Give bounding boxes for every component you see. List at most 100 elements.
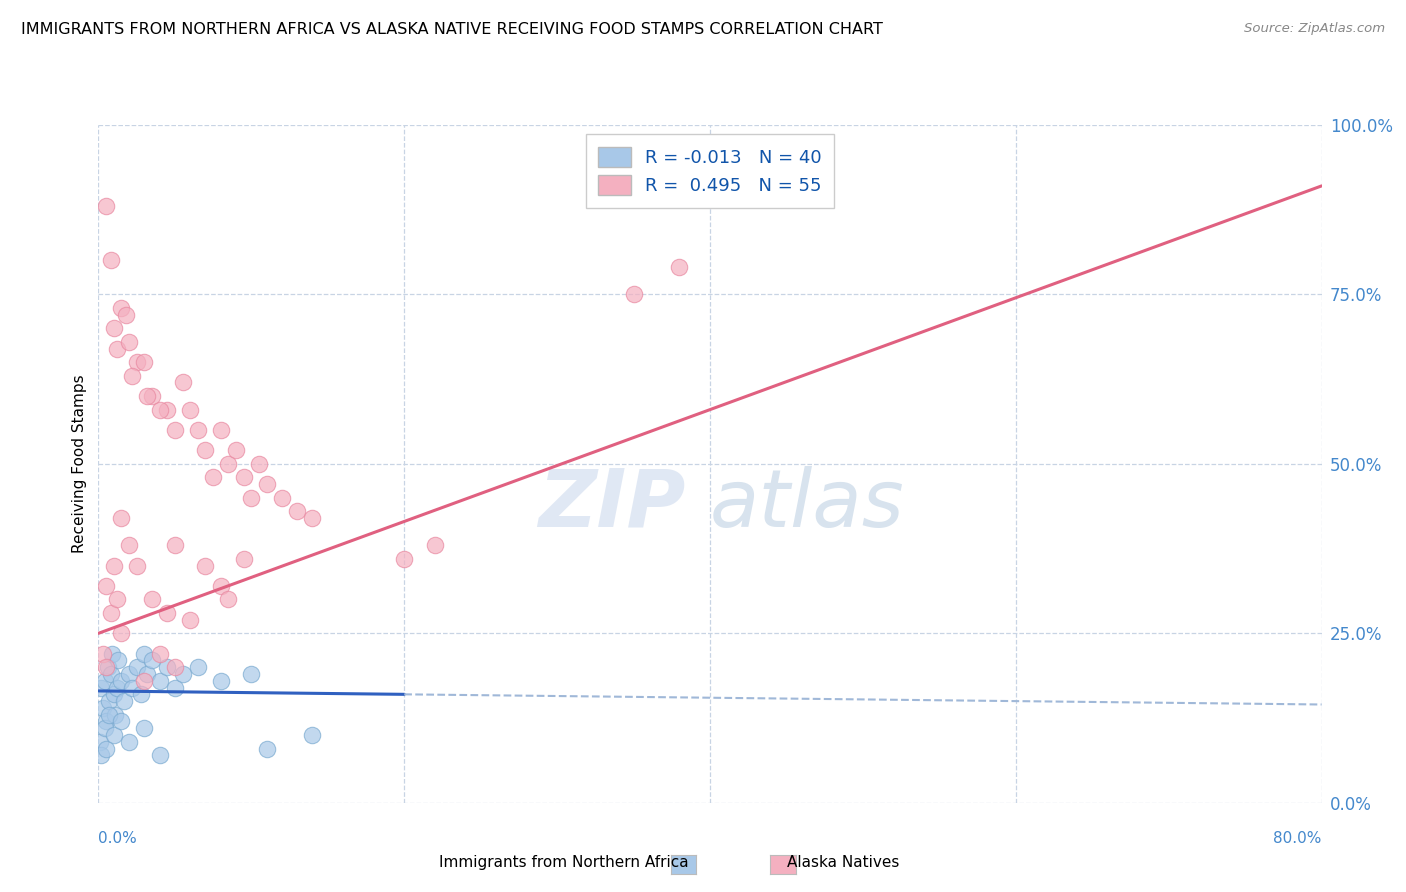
Point xyxy=(232,470,254,484)
Point xyxy=(179,402,201,417)
Point xyxy=(90,748,112,763)
Point xyxy=(240,667,263,681)
Point xyxy=(209,673,232,688)
Point xyxy=(194,558,217,573)
Point xyxy=(115,308,138,322)
Point xyxy=(125,660,148,674)
Point xyxy=(107,653,129,667)
Point xyxy=(105,342,128,356)
Point xyxy=(256,741,278,756)
Point xyxy=(668,260,690,275)
Point xyxy=(149,647,172,661)
Text: 0.0%: 0.0% xyxy=(98,831,138,846)
Point xyxy=(94,660,117,674)
Text: Source: ZipAtlas.com: Source: ZipAtlas.com xyxy=(1244,22,1385,36)
Point xyxy=(156,606,179,620)
Point xyxy=(118,667,141,681)
Text: Alaska Natives: Alaska Natives xyxy=(787,855,900,870)
Point xyxy=(256,477,278,491)
Point xyxy=(118,334,141,349)
Point xyxy=(103,687,125,701)
Point xyxy=(98,707,121,722)
Point xyxy=(156,660,179,674)
Point xyxy=(103,558,125,573)
Point xyxy=(247,457,270,471)
Text: IMMIGRANTS FROM NORTHERN AFRICA VS ALASKA NATIVE RECEIVING FOOD STAMPS CORRELATI: IMMIGRANTS FROM NORTHERN AFRICA VS ALASK… xyxy=(21,22,883,37)
Point xyxy=(149,673,172,688)
Point xyxy=(136,389,159,403)
Text: 80.0%: 80.0% xyxy=(1274,831,1322,846)
Point xyxy=(149,402,172,417)
Point xyxy=(187,423,209,437)
Point xyxy=(194,443,217,458)
Point xyxy=(90,681,112,695)
Point xyxy=(156,402,179,417)
Point xyxy=(163,423,186,437)
Point xyxy=(423,538,446,552)
Point xyxy=(94,714,117,729)
Legend: R = -0.013   N = 40, R =  0.495   N = 55: R = -0.013 N = 40, R = 0.495 N = 55 xyxy=(586,134,834,208)
Text: atlas: atlas xyxy=(710,466,905,543)
Point xyxy=(232,551,254,566)
Point xyxy=(89,735,111,749)
Point xyxy=(141,592,163,607)
Point xyxy=(91,647,114,661)
Point xyxy=(134,647,156,661)
Point xyxy=(125,355,148,369)
Point xyxy=(100,667,122,681)
Point xyxy=(134,355,156,369)
Point xyxy=(98,694,121,708)
Point xyxy=(240,491,263,505)
Point xyxy=(103,321,125,335)
Point xyxy=(93,721,115,735)
Point xyxy=(103,728,125,742)
Point xyxy=(112,694,135,708)
Point xyxy=(100,606,122,620)
Point xyxy=(392,551,416,566)
Point xyxy=(121,368,143,383)
Point xyxy=(94,579,117,593)
Point xyxy=(110,301,132,315)
Point xyxy=(134,673,156,688)
Point xyxy=(97,660,120,674)
Point xyxy=(163,681,186,695)
Point xyxy=(187,660,209,674)
Point xyxy=(125,558,148,573)
Point xyxy=(623,287,645,301)
Point xyxy=(209,423,232,437)
Point xyxy=(110,626,132,640)
Point xyxy=(301,728,323,742)
Point xyxy=(94,199,117,213)
Point xyxy=(301,511,323,525)
Point xyxy=(94,741,117,756)
Point xyxy=(105,592,128,607)
Point xyxy=(129,687,152,701)
Point xyxy=(209,579,232,593)
Point xyxy=(172,667,194,681)
Point xyxy=(179,613,201,627)
Point xyxy=(163,538,186,552)
Point xyxy=(141,653,163,667)
Point xyxy=(121,681,143,695)
Point xyxy=(149,748,172,763)
Point xyxy=(225,443,247,458)
Point xyxy=(118,538,141,552)
Point xyxy=(134,721,156,735)
Text: Immigrants from Northern Africa: Immigrants from Northern Africa xyxy=(439,855,689,870)
Text: ZIP: ZIP xyxy=(538,466,686,543)
Point xyxy=(172,376,194,390)
Point xyxy=(105,681,128,695)
Point xyxy=(110,673,132,688)
Point xyxy=(93,673,115,688)
Y-axis label: Receiving Food Stamps: Receiving Food Stamps xyxy=(72,375,87,553)
Point xyxy=(110,511,132,525)
Point xyxy=(141,389,163,403)
Point xyxy=(118,735,141,749)
Point xyxy=(217,592,239,607)
Point xyxy=(104,707,127,722)
Point xyxy=(202,470,225,484)
Point xyxy=(270,491,294,505)
Point xyxy=(136,667,159,681)
Point xyxy=(100,253,122,268)
Point xyxy=(217,457,239,471)
